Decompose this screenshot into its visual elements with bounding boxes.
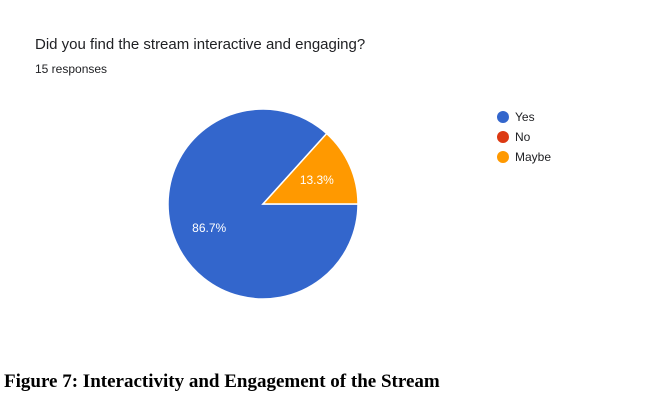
response-count: 15 responses — [35, 62, 108, 76]
legend-item-no[interactable]: No — [497, 127, 551, 147]
question-title: Did you find the stream interactive and … — [35, 36, 366, 53]
legend-label-no: No — [515, 130, 531, 144]
figure-caption: Figure 7: Interactivity and Engagement o… — [4, 371, 440, 392]
legend-item-yes[interactable]: Yes — [497, 107, 551, 127]
legend-dot-maybe — [497, 151, 509, 163]
slice-label-yes: 86.7% — [192, 221, 226, 235]
slice-label-maybe: 13.3% — [300, 173, 334, 187]
legend-label-maybe: Maybe — [515, 150, 552, 164]
legend-dot-yes — [497, 111, 509, 123]
legend-dot-no — [497, 131, 509, 143]
legend-label-yes: Yes — [515, 110, 535, 124]
chart-legend: Yes No Maybe — [497, 107, 551, 167]
legend-item-maybe[interactable]: Maybe — [497, 147, 551, 167]
pie-slice-maybe[interactable] — [261, 132, 359, 205]
pie-chart: 86.7% 13.3% — [167, 108, 359, 300]
